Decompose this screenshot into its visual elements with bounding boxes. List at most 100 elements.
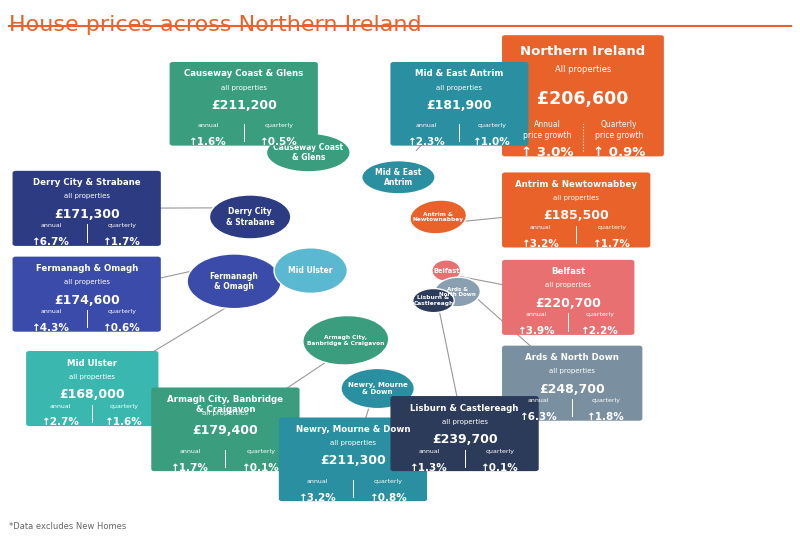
FancyBboxPatch shape	[502, 35, 664, 156]
Text: Mid & East Antrim: Mid & East Antrim	[415, 70, 503, 79]
Text: Lisburn & Castlereagh: Lisburn & Castlereagh	[410, 404, 518, 412]
Text: quarterly: quarterly	[108, 223, 137, 229]
Text: all properties: all properties	[549, 368, 595, 374]
Text: annual: annual	[41, 309, 62, 314]
Text: £211,200: £211,200	[211, 99, 277, 112]
Text: Newry, Mourne & Down: Newry, Mourne & Down	[296, 425, 410, 434]
FancyBboxPatch shape	[170, 62, 318, 146]
FancyBboxPatch shape	[502, 172, 650, 247]
Text: annual: annual	[416, 123, 438, 128]
Text: Derry City
& Strabane: Derry City & Strabane	[226, 208, 274, 227]
Text: Ards & North Down: Ards & North Down	[526, 353, 619, 362]
Ellipse shape	[410, 200, 466, 234]
Text: £211,300: £211,300	[320, 454, 386, 467]
Text: Antrim & Newtownabbey: Antrim & Newtownabbey	[515, 180, 637, 189]
Text: quarterly: quarterly	[591, 398, 620, 403]
Text: £174,600: £174,600	[54, 294, 119, 307]
FancyBboxPatch shape	[279, 418, 427, 501]
Text: ↑0.5%: ↑0.5%	[260, 137, 298, 147]
Ellipse shape	[432, 260, 461, 281]
Text: quarterly: quarterly	[374, 479, 403, 483]
Text: ↑4.3%: ↑4.3%	[32, 323, 70, 333]
Text: ↑0.8%: ↑0.8%	[370, 493, 407, 502]
FancyBboxPatch shape	[151, 388, 299, 471]
Text: ↑2.7%: ↑2.7%	[42, 418, 80, 427]
Text: ↑1.8%: ↑1.8%	[587, 412, 625, 422]
Text: ↑6.3%: ↑6.3%	[520, 412, 558, 422]
Text: Annual
price growth: Annual price growth	[523, 120, 571, 140]
Text: ↑1.6%: ↑1.6%	[105, 418, 142, 427]
Ellipse shape	[434, 277, 480, 307]
Text: *Data excludes New Homes: *Data excludes New Homes	[10, 522, 126, 531]
Text: Armagh City, Banbridge
& Craigavon: Armagh City, Banbridge & Craigavon	[167, 395, 283, 414]
Text: all properties: all properties	[64, 279, 110, 285]
Text: ↑1.7%: ↑1.7%	[593, 239, 630, 249]
Text: Fermanagh & Omagh: Fermanagh & Omagh	[35, 264, 138, 273]
Text: £206,600: £206,600	[538, 90, 629, 108]
Text: all properties: all properties	[330, 440, 376, 446]
Text: ↑3.9%: ↑3.9%	[518, 326, 555, 336]
Text: Mid Ulster: Mid Ulster	[289, 266, 333, 275]
Text: £181,900: £181,900	[426, 99, 492, 112]
Text: Belfast: Belfast	[551, 267, 586, 277]
Text: Northern Ireland: Northern Ireland	[520, 45, 646, 58]
Text: Antrim &
Newtownabbey: Antrim & Newtownabbey	[413, 211, 464, 223]
FancyBboxPatch shape	[502, 345, 642, 421]
Text: All properties: All properties	[554, 65, 611, 74]
Text: ↑1.6%: ↑1.6%	[190, 137, 227, 147]
Text: annual: annual	[530, 225, 551, 230]
FancyBboxPatch shape	[390, 396, 538, 471]
Text: all properties: all properties	[64, 194, 110, 199]
Text: all properties: all properties	[442, 419, 487, 425]
Text: ↑1.0%: ↑1.0%	[474, 137, 511, 147]
Text: Fermanagh
& Omagh: Fermanagh & Omagh	[210, 272, 258, 291]
Text: Mid & East
Antrim: Mid & East Antrim	[375, 168, 422, 187]
Ellipse shape	[210, 195, 290, 239]
Text: all properties: all properties	[546, 282, 591, 288]
Text: all properties: all properties	[436, 85, 482, 91]
Text: quarterly: quarterly	[478, 123, 506, 128]
Text: annual: annual	[50, 404, 71, 409]
Text: Derry City & Strabane: Derry City & Strabane	[33, 178, 141, 188]
Text: quarterly: quarterly	[246, 448, 275, 454]
FancyBboxPatch shape	[390, 62, 528, 146]
Text: quarterly: quarterly	[486, 448, 514, 454]
Ellipse shape	[303, 315, 389, 365]
Ellipse shape	[266, 133, 350, 172]
Text: ↑6.7%: ↑6.7%	[32, 237, 70, 247]
Text: annual: annual	[198, 123, 219, 128]
FancyBboxPatch shape	[13, 257, 161, 331]
Text: all properties: all properties	[70, 374, 115, 379]
Ellipse shape	[187, 254, 282, 309]
Text: ↑3.2%: ↑3.2%	[522, 239, 559, 249]
Text: ↑0.1%: ↑0.1%	[242, 462, 280, 473]
Text: ↑ 0.9%: ↑ 0.9%	[593, 146, 645, 159]
Text: Ards &
North Down: Ards & North Down	[439, 287, 476, 298]
Text: quarterly: quarterly	[108, 309, 137, 314]
Text: annual: annual	[526, 313, 547, 317]
Text: Quarterly
price growth: Quarterly price growth	[594, 120, 643, 140]
Text: ↑2.2%: ↑2.2%	[581, 326, 618, 336]
Text: annual: annual	[306, 479, 328, 483]
Ellipse shape	[413, 288, 454, 313]
Text: ↑1.7%: ↑1.7%	[103, 237, 141, 247]
Text: £220,700: £220,700	[535, 297, 601, 310]
Text: Armagh City,
Banbridge & Craigavon: Armagh City, Banbridge & Craigavon	[307, 335, 385, 345]
Text: annual: annual	[179, 448, 201, 454]
Text: quarterly: quarterly	[110, 404, 138, 409]
FancyBboxPatch shape	[13, 171, 161, 246]
Text: quarterly: quarterly	[597, 225, 626, 230]
Text: Lisburn &
Castlereagh: Lisburn & Castlereagh	[414, 295, 454, 306]
Text: all properties: all properties	[221, 85, 266, 91]
Ellipse shape	[274, 248, 347, 293]
Text: quarterly: quarterly	[586, 313, 614, 317]
Text: ↑ 3.0%: ↑ 3.0%	[521, 146, 574, 159]
Ellipse shape	[362, 161, 435, 194]
Text: quarterly: quarterly	[265, 123, 294, 128]
Text: Causeway Coast & Glens: Causeway Coast & Glens	[184, 70, 303, 79]
Text: £179,400: £179,400	[193, 425, 258, 438]
Text: Newry, Mourne
& Down: Newry, Mourne & Down	[348, 382, 408, 395]
Text: ↑3.2%: ↑3.2%	[298, 493, 336, 502]
Text: all properties: all properties	[202, 410, 249, 416]
Text: annual: annual	[418, 448, 440, 454]
